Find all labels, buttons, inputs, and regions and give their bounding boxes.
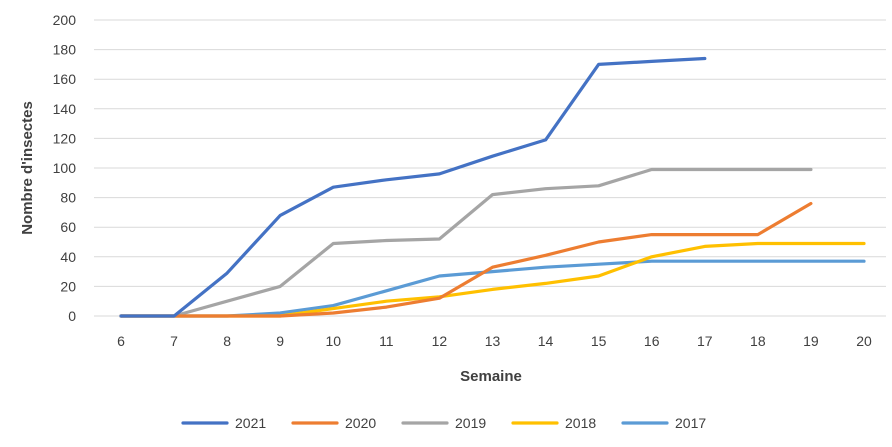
series-line-2018 xyxy=(119,241,866,318)
y-tick-label-100: 100 xyxy=(53,160,77,176)
x-tick-label-18: 18 xyxy=(750,333,766,349)
y-axis-title: Nombre d'insectes xyxy=(19,101,36,235)
legend-label-2019: 2019 xyxy=(455,415,486,431)
x-tick-label-6: 6 xyxy=(117,333,125,349)
series-line-2021 xyxy=(119,56,707,318)
legend: 2021 2020 2019 2018 2017 xyxy=(181,415,706,431)
x-tick-label-11: 11 xyxy=(379,333,394,349)
y-tick-label-60: 60 xyxy=(60,219,76,235)
x-tick-label-12: 12 xyxy=(432,333,448,349)
x-tick-label-7: 7 xyxy=(170,333,178,349)
x-tick-label-19: 19 xyxy=(803,333,819,349)
y-tick-label-140: 140 xyxy=(53,101,77,117)
legend-label-2018: 2018 xyxy=(565,415,596,431)
x-tick-label-8: 8 xyxy=(223,333,231,349)
x-tick-label-13: 13 xyxy=(485,333,501,349)
series-line-2020 xyxy=(119,201,813,318)
y-tick-label-40: 40 xyxy=(60,249,76,265)
series-lines xyxy=(119,56,866,318)
x-tick-label-16: 16 xyxy=(644,333,660,349)
y-axis-ticks: 0 20 40 60 80 100 120 140 160 180 200 xyxy=(53,12,77,324)
y-tick-label-0: 0 xyxy=(68,308,76,324)
y-tick-label-180: 180 xyxy=(53,42,77,58)
legend-label-2017: 2017 xyxy=(675,415,706,431)
x-tick-label-17: 17 xyxy=(697,333,713,349)
legend-label-2020: 2020 xyxy=(345,415,376,431)
y-tick-label-120: 120 xyxy=(53,130,77,146)
x-tick-label-14: 14 xyxy=(538,333,554,349)
y-tick-label-80: 80 xyxy=(60,190,76,206)
legend-label-2021: 2021 xyxy=(235,415,266,431)
y-tick-label-20: 20 xyxy=(60,278,76,294)
y-tick-label-200: 200 xyxy=(53,12,77,28)
x-tick-label-10: 10 xyxy=(325,333,341,349)
y-tick-label-160: 160 xyxy=(53,71,77,87)
x-axis-ticks: 6 7 8 9 10 11 12 13 14 15 16 17 18 19 20 xyxy=(117,333,872,349)
x-tick-label-20: 20 xyxy=(856,333,872,349)
x-axis-title: Semaine xyxy=(460,368,522,385)
x-tick-label-9: 9 xyxy=(276,333,284,349)
x-tick-label-15: 15 xyxy=(591,333,607,349)
series-line-2019 xyxy=(119,167,813,318)
